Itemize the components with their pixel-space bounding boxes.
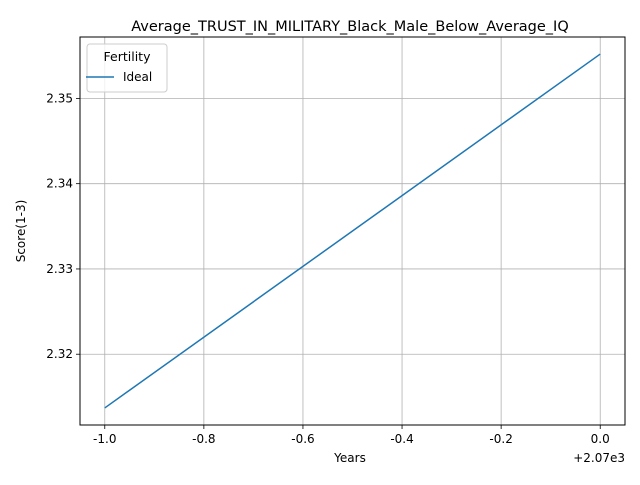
plot-area-frame <box>79 36 626 426</box>
y-tick-label: 2.35 <box>46 91 73 105</box>
y-tick-label: 2.33 <box>46 262 73 276</box>
x-tick-label: -0.4 <box>390 432 413 446</box>
x-axis-ticks: -1.0 -0.8 -0.6 -0.4 -0.2 0.0 <box>93 425 610 446</box>
y-axis-label: Score(1-3) <box>14 200 28 263</box>
x-tick-label: 0.0 <box>591 432 610 446</box>
legend-box <box>86 43 168 93</box>
series-lines <box>104 53 601 409</box>
legend-title: Fertility <box>104 49 152 64</box>
x-axis-label: Years <box>333 451 366 465</box>
y-tick-label: 2.34 <box>46 177 73 191</box>
x-axis-offset-label: +2.07e3 <box>573 451 625 465</box>
x-tick-label: -0.6 <box>291 432 314 446</box>
series-line-ideal <box>104 53 601 409</box>
legend-label-ideal: Ideal <box>123 70 152 84</box>
legend: Fertility Ideal <box>86 43 168 93</box>
x-tick-label: -0.8 <box>192 432 215 446</box>
grid-lines <box>80 37 625 425</box>
x-tick-label: -1.0 <box>93 432 116 446</box>
y-tick-label: 2.32 <box>46 347 73 361</box>
chart-title: Average_TRUST_IN_MILITARY_Black_Male_Bel… <box>131 19 569 35</box>
y-axis-ticks: 2.32 2.33 2.34 2.35 <box>46 91 80 361</box>
x-tick-label: -0.2 <box>489 432 512 446</box>
